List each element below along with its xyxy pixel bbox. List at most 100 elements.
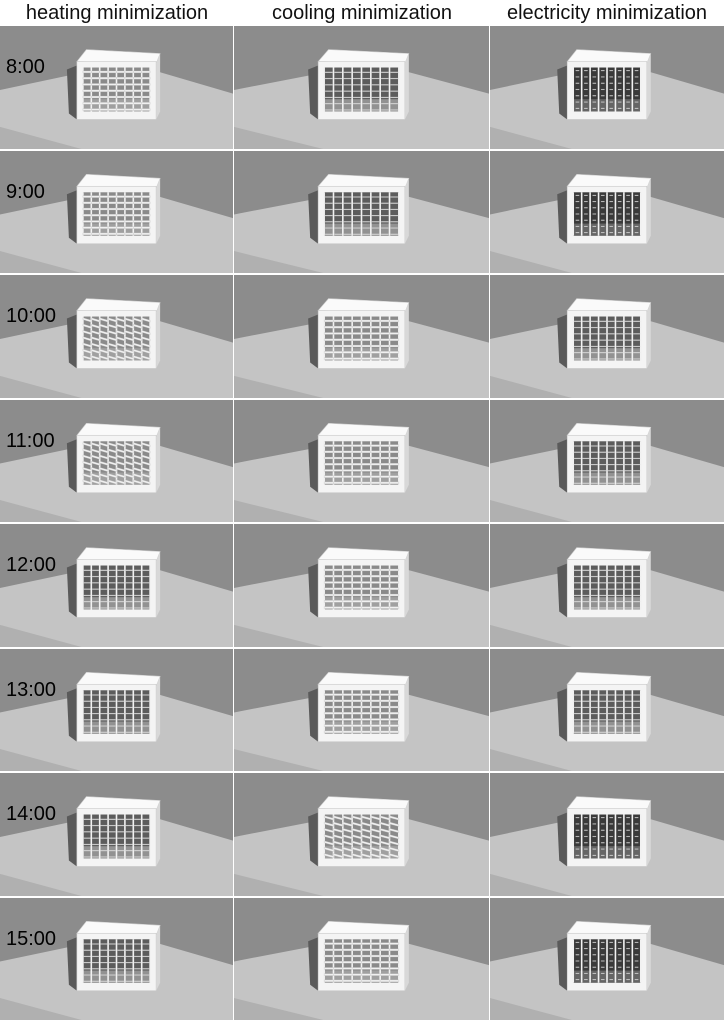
building-render [490,275,724,398]
louver-grid [82,939,151,983]
render-cell: 13:00 [0,649,233,771]
render-cell [234,275,489,398]
box-side [404,302,409,369]
building-render [234,275,489,398]
box-shadow [66,314,77,369]
render-cell: 14:00 [0,773,233,896]
column-title-electricity: electricity minimization [506,2,708,24]
building-render [234,649,489,771]
building-render [0,26,233,149]
render-cell [234,898,489,1020]
box-side [156,427,161,493]
building-render [0,151,233,273]
box-shadow [557,563,568,618]
render-cell: 11:00 [0,400,233,522]
louver-grid [82,690,151,734]
time-label: 14:00 [6,803,57,825]
time-label: 9:00 [6,181,45,203]
louver-grid [572,939,642,983]
building-render [234,26,489,149]
box-side [404,427,409,493]
box-shadow [308,563,319,618]
box-side [646,925,651,991]
render-grid: 8:00 9:00 10:00 11:00 12:00 13:00 14:00 15:00 [0,26,724,1022]
box-side [404,925,409,991]
building-render [234,151,489,273]
louver-grid [82,316,151,361]
louver-grid [82,192,151,236]
louver-grid [323,316,400,361]
box-side [404,551,409,618]
louver-grid [82,441,151,485]
render-cell: 10:00 [0,275,233,398]
louver-grid [572,814,642,859]
box-side [156,551,161,618]
render-cell: 15:00 [0,898,233,1020]
box-shadow [557,65,568,120]
building-render [234,400,489,522]
box-shadow [557,812,568,867]
ground-shade [490,375,572,398]
box-shadow [66,190,77,244]
box-shadow [66,563,77,618]
box-shadow [308,812,319,867]
render-cell [490,898,724,1020]
box-side [404,178,409,244]
building-render [490,524,724,647]
time-label: 8:00 [6,56,45,78]
box-side [404,800,409,867]
box-side [646,800,651,867]
render-cell [234,524,489,647]
render-cell [490,275,724,398]
render-cell [490,773,724,896]
render-cell [490,649,724,771]
box-side [156,302,161,369]
building-render [0,400,233,522]
time-label: 12:00 [6,554,57,576]
ground-shade [490,749,572,771]
render-cell [234,773,489,896]
render-cell: 12:00 [0,524,233,647]
time-label: 15:00 [6,928,57,950]
box-side [156,53,161,120]
box-side [646,178,651,244]
time-label: 10:00 [6,305,57,327]
ground-shade [490,126,572,149]
louver-grid [323,690,400,734]
building-render [490,26,724,149]
box-shadow [308,688,319,742]
louver-grid [323,939,400,983]
louver-grid [572,316,642,361]
render-cell [490,524,724,647]
render-cell [234,26,489,149]
building-render [234,773,489,896]
ground-shade [490,624,572,647]
building-render [490,898,724,1020]
ground-shade [0,375,82,398]
box-shadow [557,688,568,742]
ground-shade [490,998,572,1020]
building-render [490,773,724,896]
louver-grid [572,690,642,734]
box-shadow [308,937,319,991]
ground-shade [234,998,324,1020]
ground-shade [234,873,324,896]
render-cell [490,26,724,149]
box-side [646,302,651,369]
building-render [0,649,233,771]
box-side [156,178,161,244]
render-cell: 8:00 [0,26,233,149]
box-shadow [308,314,319,369]
box-side [156,925,161,991]
louver-grid [323,565,400,610]
box-side [404,53,409,120]
building-render [0,524,233,647]
column-title-cooling: cooling minimization [271,2,453,24]
box-side [156,800,161,867]
louver-grid [82,67,151,112]
building-render [0,773,233,896]
louver-grid [82,565,151,610]
box-shadow [66,812,77,867]
ground-shade [234,375,324,398]
louver-grid [323,814,400,859]
